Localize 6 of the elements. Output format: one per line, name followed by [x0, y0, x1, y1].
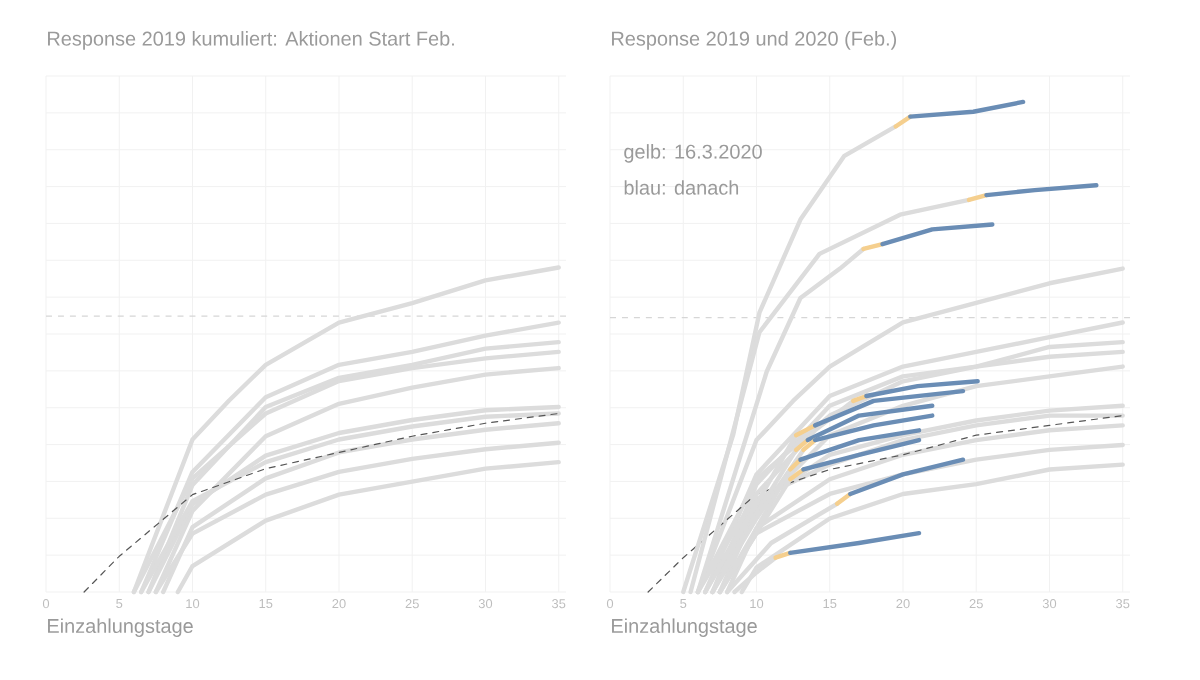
annotation: gelb: 16.3.2020 — [624, 144, 762, 163]
chart-title: Response 2019 und 2020 (Feb.) — [612, 31, 897, 50]
x-axis-title: Einzahlungstage — [612, 618, 757, 637]
annotation: blau: danach — [624, 180, 739, 195]
x-axis-title: Einzahlungstage — [48, 618, 193, 637]
chart-title: Response 2019 kumuliert: Aktionen Start Feb. — [48, 31, 454, 50]
